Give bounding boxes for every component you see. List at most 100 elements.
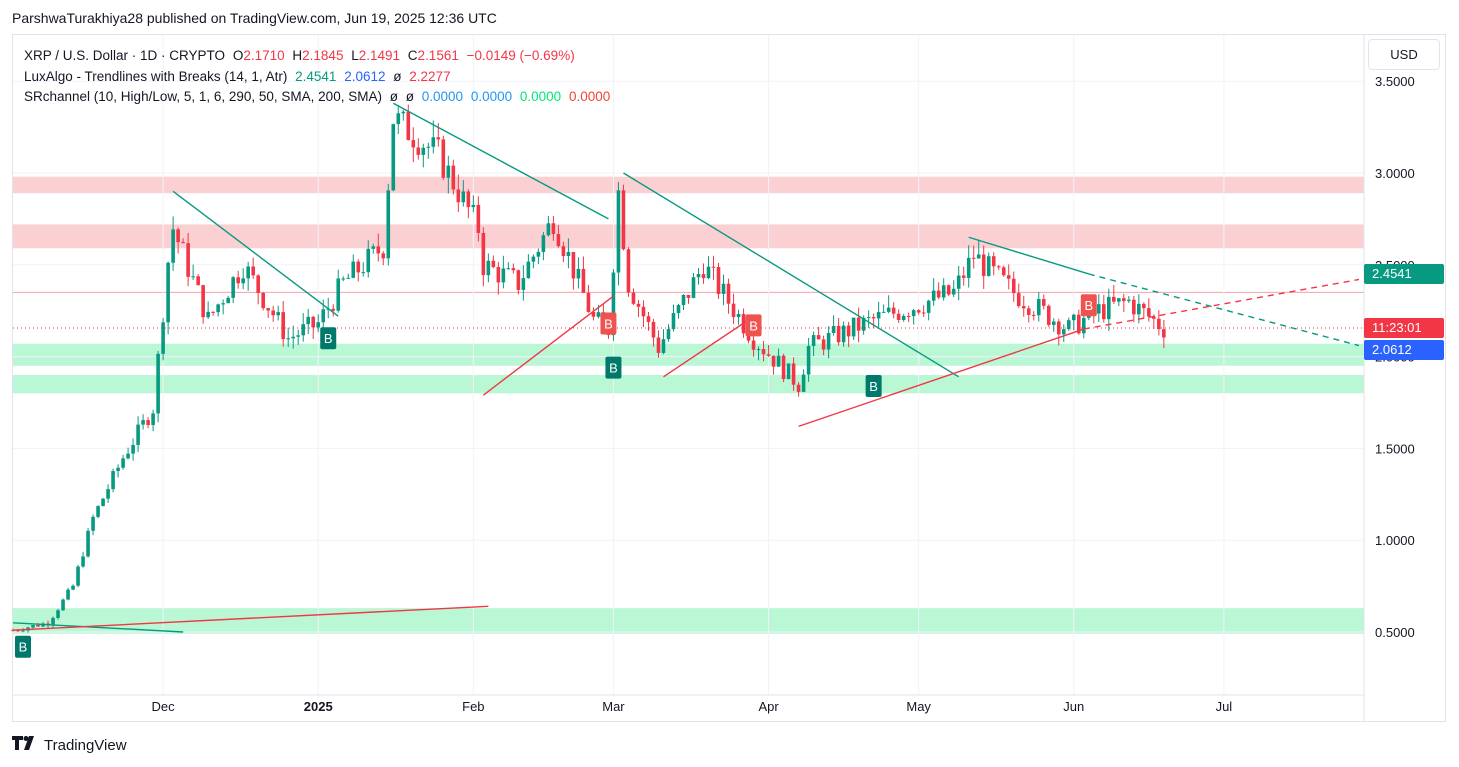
candle-body bbox=[116, 467, 120, 472]
candle-body bbox=[36, 625, 40, 627]
candle-body bbox=[91, 516, 95, 531]
candle-body bbox=[731, 303, 736, 318]
candle-body bbox=[981, 254, 986, 276]
candle-body bbox=[281, 312, 285, 340]
candle-body bbox=[196, 276, 200, 286]
candle-body bbox=[636, 303, 641, 307]
break-label-text: B bbox=[324, 331, 333, 346]
legend-row-symbol[interactable]: XRP / U.S. Dollar · 1D · CRYPTO O2.1710 … bbox=[24, 46, 614, 67]
candle-body bbox=[1112, 296, 1116, 302]
brand-name: TradingView bbox=[44, 736, 127, 754]
candle-body bbox=[771, 355, 776, 367]
publisher-line: ParshwaTurakhiya28 published on TradingV… bbox=[12, 10, 497, 26]
open-label: O bbox=[232, 48, 244, 63]
symbol-name[interactable]: XRP / U.S. Dollar · 1D · CRYPTO bbox=[24, 48, 226, 63]
close-value: 2.1561 bbox=[417, 48, 459, 63]
x-tick-label: 2025 bbox=[304, 699, 333, 714]
legend-row-luxalgo[interactable]: LuxAlgo - Trendlines with Breaks (14, 1,… bbox=[24, 67, 614, 88]
candle-body bbox=[881, 311, 886, 313]
candle-body bbox=[476, 204, 481, 233]
candle-body bbox=[261, 292, 265, 309]
candle-body bbox=[496, 267, 501, 283]
candle-body bbox=[61, 599, 65, 611]
candle-body bbox=[901, 315, 906, 320]
legend-row-srchannel[interactable]: SRchannel (10, High/Low, 5, 1, 6, 290, 5… bbox=[24, 87, 614, 108]
candle-body bbox=[826, 332, 831, 350]
candle-body bbox=[296, 335, 301, 337]
candle-body bbox=[851, 317, 856, 337]
break-label-box bbox=[865, 374, 882, 397]
candle-body bbox=[1021, 306, 1026, 309]
candle-body bbox=[191, 276, 195, 278]
x-tick-label: May bbox=[906, 699, 931, 714]
candle-body bbox=[306, 316, 311, 325]
candle-body bbox=[471, 204, 476, 208]
candle-body bbox=[236, 277, 240, 284]
candle-body bbox=[186, 243, 190, 277]
y-tick-label: 1.0000 bbox=[1375, 533, 1415, 548]
tradingview-brand[interactable]: TradingView bbox=[12, 736, 127, 754]
candle-body bbox=[486, 260, 491, 276]
candle-body bbox=[806, 345, 811, 375]
candle-body bbox=[71, 585, 75, 590]
candle-body bbox=[511, 268, 516, 271]
trendline-down bbox=[12, 622, 184, 633]
indicator-name-srchannel[interactable]: SRchannel (10, High/Low, 5, 1, 6, 290, 5… bbox=[24, 89, 382, 104]
candle-body bbox=[1061, 329, 1066, 335]
candle-body bbox=[431, 137, 436, 147]
trendline-down bbox=[968, 236, 1090, 275]
candle-body bbox=[506, 268, 511, 270]
candle-body bbox=[781, 355, 786, 380]
luxalgo-lower: 2.0612 bbox=[344, 68, 386, 84]
candle-body bbox=[241, 278, 245, 284]
candle-body bbox=[1147, 308, 1151, 317]
candle-body bbox=[1097, 304, 1101, 314]
candle-body bbox=[746, 333, 751, 341]
candle-body bbox=[926, 300, 931, 313]
candle-body bbox=[1132, 299, 1136, 315]
trendline-down bbox=[172, 190, 339, 317]
candle-body bbox=[161, 322, 165, 354]
candle-body bbox=[1006, 275, 1011, 279]
x-tick-label: Apr bbox=[758, 699, 779, 714]
candle-body bbox=[211, 311, 215, 313]
candle-body bbox=[1102, 304, 1106, 320]
candle-body bbox=[56, 610, 60, 618]
x-tick-label: Jun bbox=[1063, 699, 1084, 714]
candle-body bbox=[66, 589, 70, 600]
candle-body bbox=[811, 335, 816, 346]
candle-body bbox=[551, 223, 556, 235]
candle-body bbox=[531, 256, 536, 262]
currency-button[interactable]: USD bbox=[1368, 39, 1440, 70]
candle-body bbox=[171, 229, 175, 263]
break-label-box bbox=[745, 314, 762, 337]
candle-body bbox=[736, 314, 741, 318]
candle-body bbox=[226, 297, 230, 304]
candle-body bbox=[266, 308, 270, 311]
luxalgo-upper: 2.4541 bbox=[295, 68, 337, 84]
candle-body bbox=[871, 317, 876, 319]
candle-body bbox=[856, 317, 861, 331]
candle-body bbox=[686, 295, 691, 298]
candle-body bbox=[346, 277, 351, 279]
indicator-name-luxalgo[interactable]: LuxAlgo - Trendlines with Breaks (14, 1,… bbox=[24, 68, 288, 84]
candle-body bbox=[126, 453, 130, 459]
candle-body bbox=[1011, 278, 1016, 294]
break-label-text: B bbox=[749, 318, 758, 333]
candle-body bbox=[971, 257, 976, 259]
candle-body bbox=[646, 316, 651, 322]
candle-body bbox=[571, 251, 576, 279]
candle-body bbox=[436, 137, 441, 140]
candle-body bbox=[706, 266, 711, 279]
candle-body bbox=[361, 272, 366, 274]
candle-body bbox=[21, 630, 25, 632]
break-label-text: B bbox=[609, 361, 618, 376]
candle-body bbox=[726, 283, 731, 304]
candle-body bbox=[521, 278, 526, 290]
candle-body bbox=[101, 498, 105, 507]
candle-body bbox=[701, 274, 706, 279]
candle-body bbox=[491, 260, 496, 268]
candle-body bbox=[1162, 329, 1166, 338]
candle-body bbox=[621, 190, 626, 250]
